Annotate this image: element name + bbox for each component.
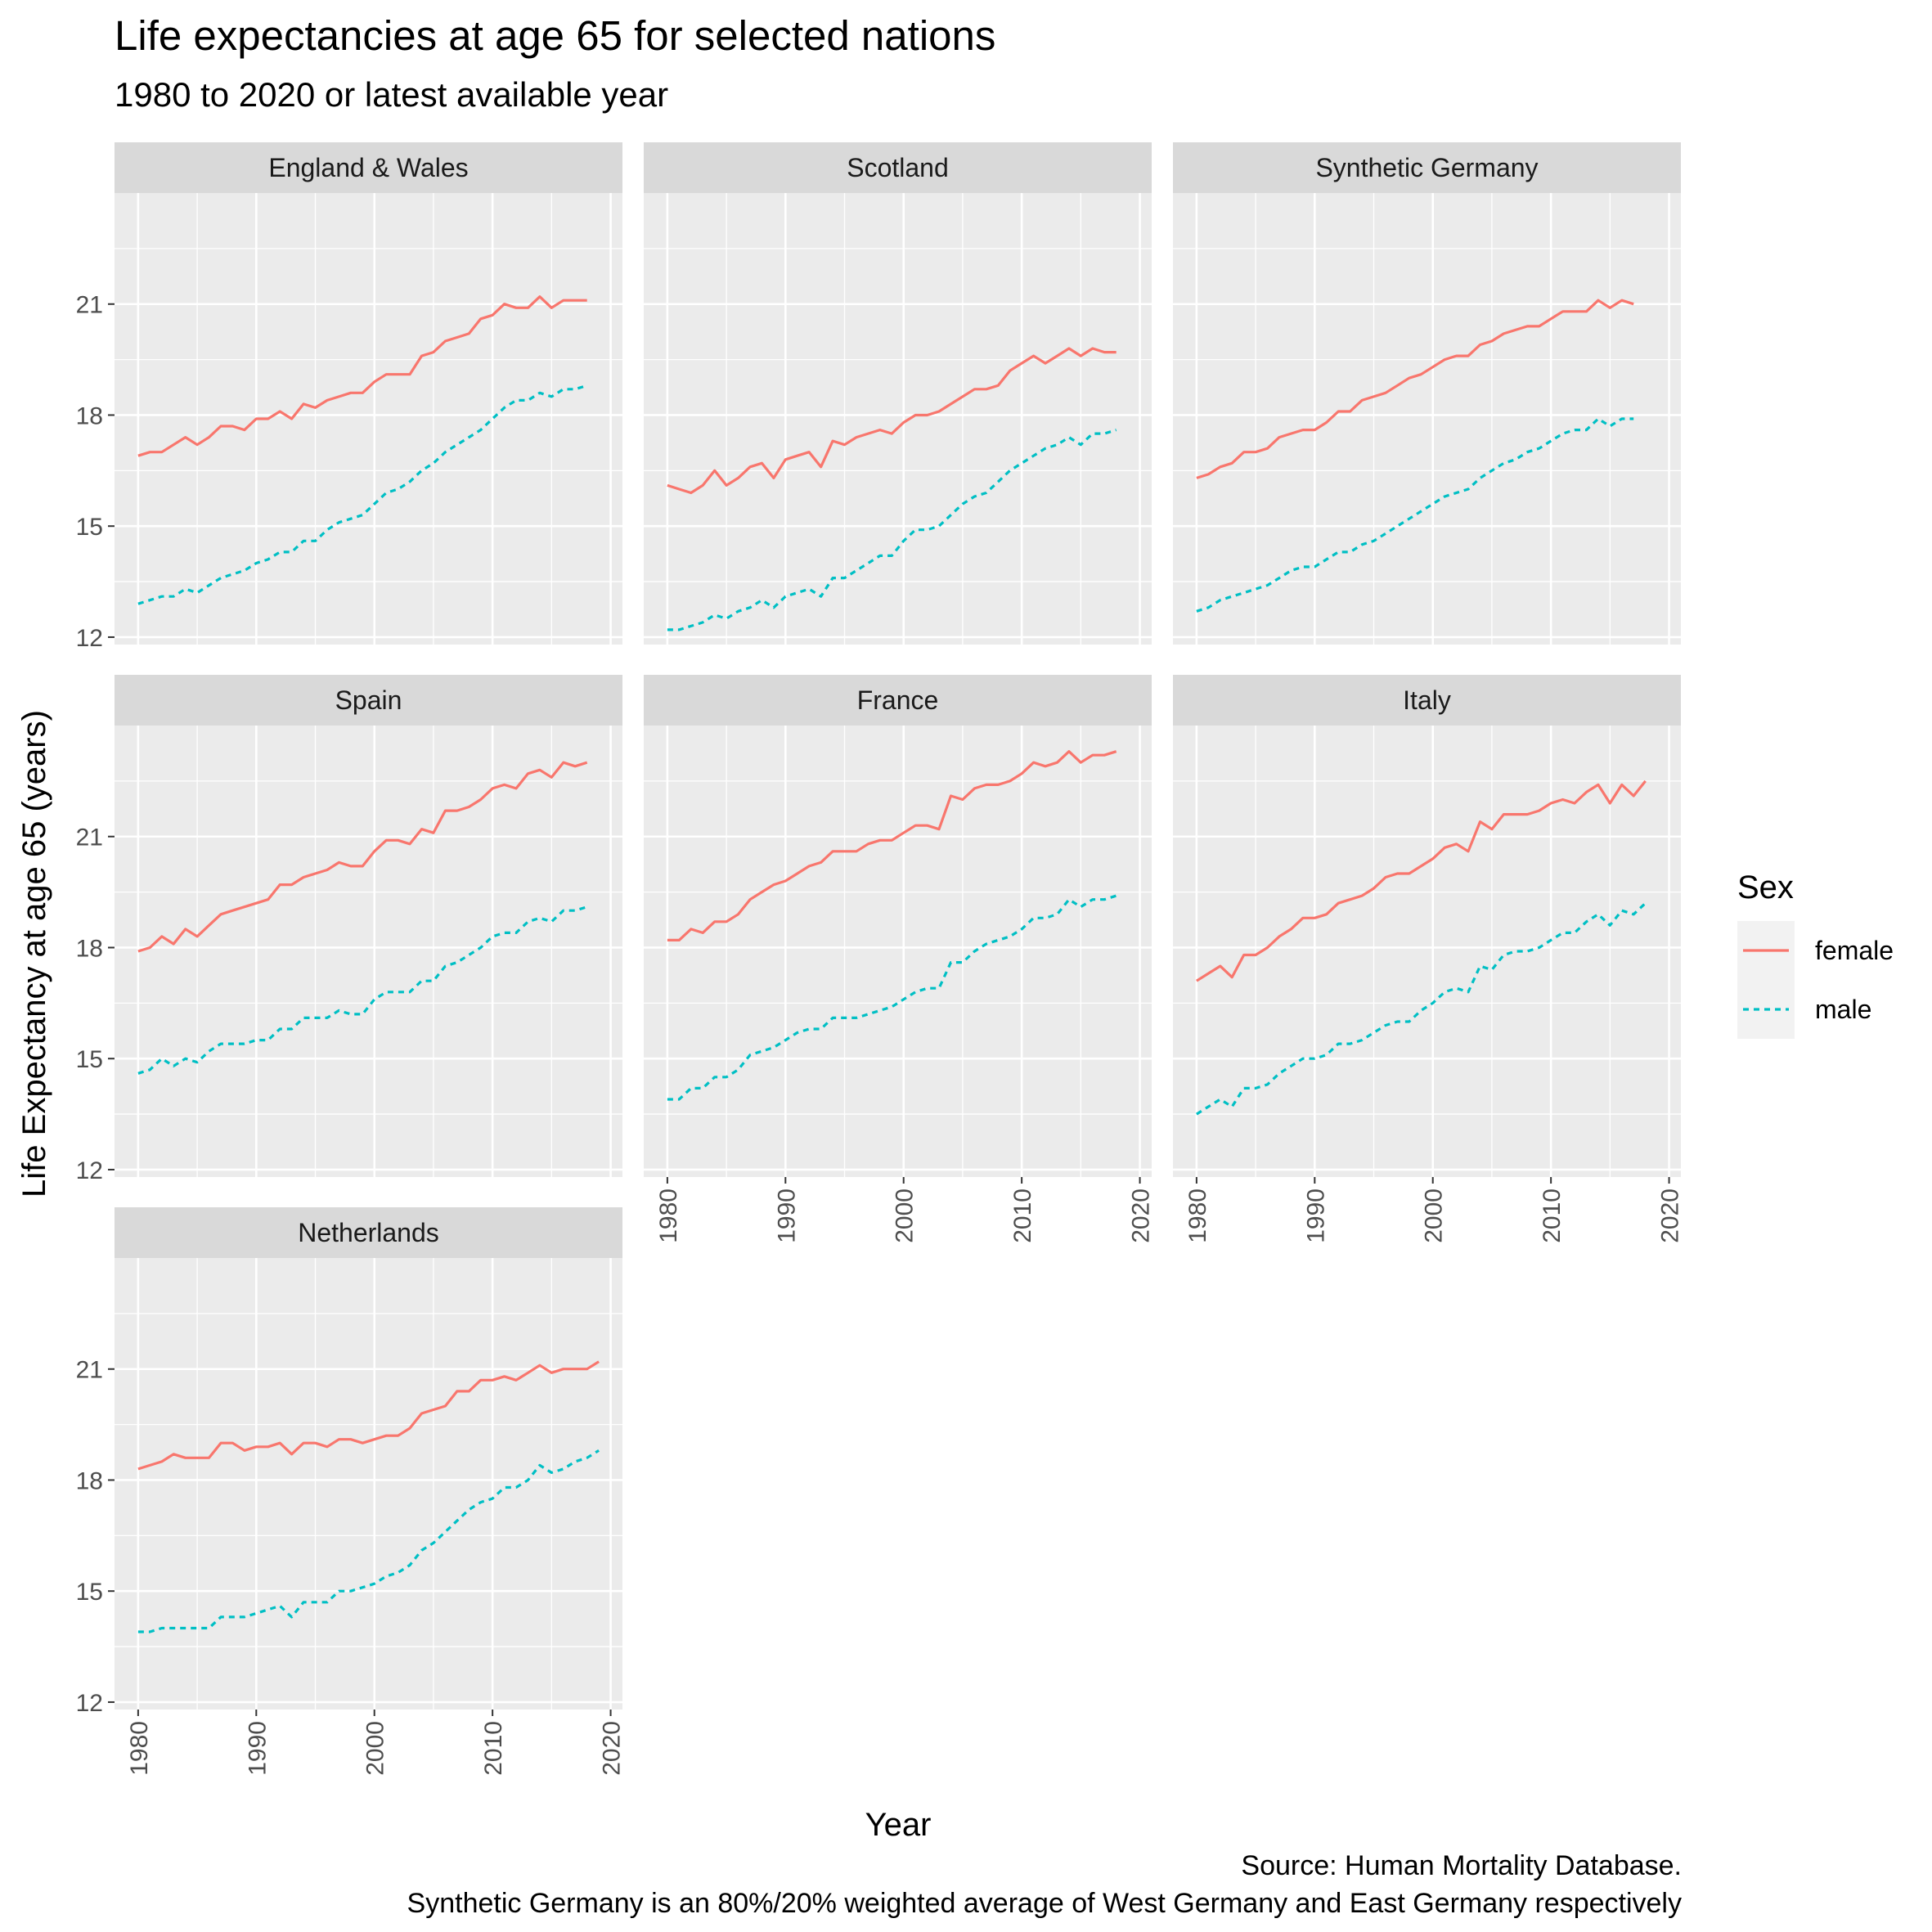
y-tick-label: 15 — [76, 1579, 103, 1606]
y-axis-title: Life Expectancy at age 65 (years) — [16, 710, 52, 1197]
x-tick-label: 2000 — [1421, 1188, 1448, 1243]
legend: Sex female male — [1737, 869, 1894, 1039]
series-female-italy — [1196, 780, 1647, 982]
chart-title: Life expectancies at age 65 for selected… — [115, 12, 996, 59]
y-tick-label: 18 — [76, 1467, 103, 1494]
series-male-spain — [137, 905, 588, 1075]
x-tick-label: 2010 — [1009, 1188, 1036, 1243]
strip-label-england-wales: England & Wales — [268, 153, 468, 182]
x-tick-label: 1990 — [244, 1721, 271, 1776]
series-male-france — [667, 894, 1117, 1101]
legend-label-female: female — [1815, 936, 1894, 965]
y-tick-label: 15 — [76, 514, 103, 541]
x-tick-label: 1980 — [1184, 1188, 1211, 1243]
panel-bg-spain — [115, 726, 622, 1177]
series-male-netherlands — [137, 1449, 600, 1633]
x-tick-label: 1980 — [655, 1188, 682, 1243]
panel-bg-scotland — [644, 193, 1152, 645]
y-tick-label: 21 — [76, 292, 103, 319]
strip-label-spain: Spain — [335, 685, 402, 715]
series-female-netherlands — [137, 1360, 600, 1471]
x-axis-title: Year — [865, 1807, 932, 1843]
strip-synthetic-germany — [1173, 142, 1681, 193]
series-female-scotland — [667, 347, 1117, 495]
x-tick-label: 2020 — [1657, 1188, 1684, 1243]
panel-netherlands: Netherlands 12 15 18 21 1980 1990 2000 2010 2020 — [76, 1207, 626, 1776]
series-female-spain — [137, 761, 588, 953]
panel-italy: Italy 1980 1990 2000 2010 2020 — [1173, 675, 1684, 1243]
strip-spain — [115, 675, 622, 726]
panel-france: France 1980 1990 2000 2010 2020 — [644, 675, 1155, 1243]
x-tick-label: 2000 — [362, 1721, 389, 1776]
chart-subtitle: 1980 to 2020 or latest available year — [115, 75, 669, 114]
panel-bg-france — [644, 726, 1152, 1177]
y-tick-label: 21 — [76, 824, 103, 851]
caption-source: Source: Human Mortality Database. — [1241, 1850, 1682, 1881]
strip-netherlands — [115, 1207, 622, 1258]
strip-italy — [1173, 675, 1681, 726]
panel-bg-netherlands — [115, 1258, 622, 1710]
strip-label-italy: Italy — [1403, 685, 1451, 715]
strip-label-synthetic-germany: Synthetic Germany — [1315, 153, 1538, 182]
strip-label-netherlands: Netherlands — [298, 1218, 439, 1247]
strip-france — [644, 675, 1152, 726]
panel-synthetic-germany: Synthetic Germany — [1173, 142, 1681, 645]
panel-bg-synthetic-germany — [1173, 193, 1681, 645]
y-tick-label: 15 — [76, 1046, 103, 1073]
y-tick-label: 21 — [76, 1357, 103, 1384]
y-tick-label: 18 — [76, 402, 103, 429]
strip-label-scotland: Scotland — [847, 153, 949, 182]
panel-england-wales: England & Wales 12 15 18 21 — [76, 142, 622, 652]
caption-note: Synthetic Germany is an 80%/20% weighted… — [407, 1888, 1682, 1919]
legend-title: Sex — [1737, 869, 1794, 905]
panel-bg-england-wales — [115, 193, 622, 645]
series-male-italy — [1196, 902, 1647, 1116]
series-female-synthetic-germany — [1196, 299, 1634, 479]
panel-spain: Spain 12 15 18 21 — [76, 675, 622, 1184]
x-tick-label: 1990 — [773, 1188, 800, 1243]
legend-label-male: male — [1815, 995, 1871, 1024]
y-tick-label: 12 — [76, 1690, 103, 1717]
series-male-scotland — [667, 429, 1117, 631]
y-tick-label: 18 — [76, 935, 103, 962]
strip-england-wales — [115, 142, 622, 193]
x-tick-label: 2000 — [892, 1188, 919, 1243]
x-tick-label: 1980 — [126, 1721, 153, 1776]
panel-scotland: Scotland — [644, 142, 1152, 645]
x-tick-label: 2010 — [1539, 1188, 1566, 1243]
panel-bg-italy — [1173, 726, 1681, 1177]
x-tick-label: 2010 — [480, 1721, 507, 1776]
y-tick-label: 12 — [76, 1157, 103, 1184]
series-female-england-wales — [137, 295, 587, 457]
x-tick-label: 2020 — [599, 1721, 626, 1776]
strip-label-france: France — [857, 685, 939, 715]
x-tick-label: 2020 — [1128, 1188, 1155, 1243]
series-female-france — [667, 750, 1117, 942]
y-tick-label: 12 — [76, 625, 103, 652]
series-male-synthetic-germany — [1196, 417, 1634, 613]
series-male-england-wales — [137, 384, 588, 605]
strip-scotland — [644, 142, 1152, 193]
x-tick-label: 1990 — [1302, 1188, 1329, 1243]
